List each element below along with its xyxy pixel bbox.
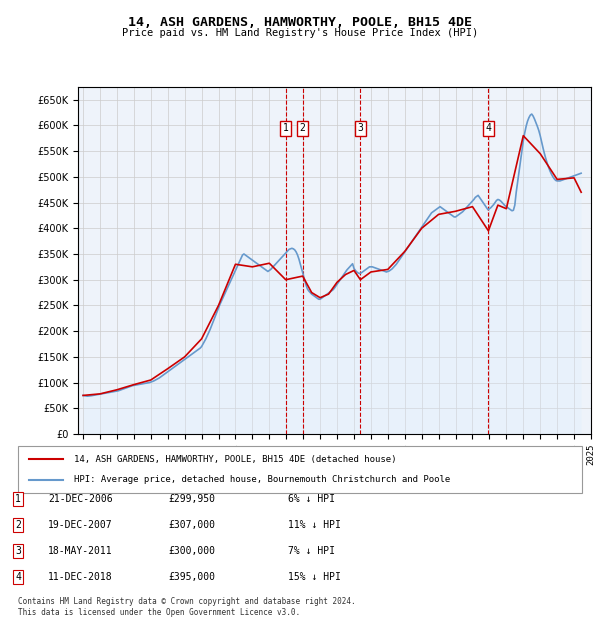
Text: 6% ↓ HPI: 6% ↓ HPI <box>288 494 335 504</box>
Text: 3: 3 <box>358 123 364 133</box>
Text: 1: 1 <box>283 123 289 133</box>
Text: Contains HM Land Registry data © Crown copyright and database right 2024.
This d: Contains HM Land Registry data © Crown c… <box>18 598 356 617</box>
Text: 15% ↓ HPI: 15% ↓ HPI <box>288 572 341 582</box>
Text: 18-MAY-2011: 18-MAY-2011 <box>48 546 113 556</box>
Text: 2: 2 <box>15 520 21 530</box>
Text: 14, ASH GARDENS, HAMWORTHY, POOLE, BH15 4DE: 14, ASH GARDENS, HAMWORTHY, POOLE, BH15 … <box>128 16 472 29</box>
Text: £307,000: £307,000 <box>168 520 215 530</box>
Text: 4: 4 <box>485 123 491 133</box>
Text: HPI: Average price, detached house, Bournemouth Christchurch and Poole: HPI: Average price, detached house, Bour… <box>74 476 451 484</box>
Text: 4: 4 <box>15 572 21 582</box>
Text: 11% ↓ HPI: 11% ↓ HPI <box>288 520 341 530</box>
Text: 19-DEC-2007: 19-DEC-2007 <box>48 520 113 530</box>
Text: £299,950: £299,950 <box>168 494 215 504</box>
FancyBboxPatch shape <box>18 446 582 493</box>
Text: Price paid vs. HM Land Registry's House Price Index (HPI): Price paid vs. HM Land Registry's House … <box>122 28 478 38</box>
Text: 11-DEC-2018: 11-DEC-2018 <box>48 572 113 582</box>
Text: 7% ↓ HPI: 7% ↓ HPI <box>288 546 335 556</box>
Text: 2: 2 <box>300 123 305 133</box>
Text: 3: 3 <box>15 546 21 556</box>
Text: £300,000: £300,000 <box>168 546 215 556</box>
Text: 1: 1 <box>15 494 21 504</box>
Text: 14, ASH GARDENS, HAMWORTHY, POOLE, BH15 4DE (detached house): 14, ASH GARDENS, HAMWORTHY, POOLE, BH15 … <box>74 455 397 464</box>
Text: £395,000: £395,000 <box>168 572 215 582</box>
Text: 21-DEC-2006: 21-DEC-2006 <box>48 494 113 504</box>
